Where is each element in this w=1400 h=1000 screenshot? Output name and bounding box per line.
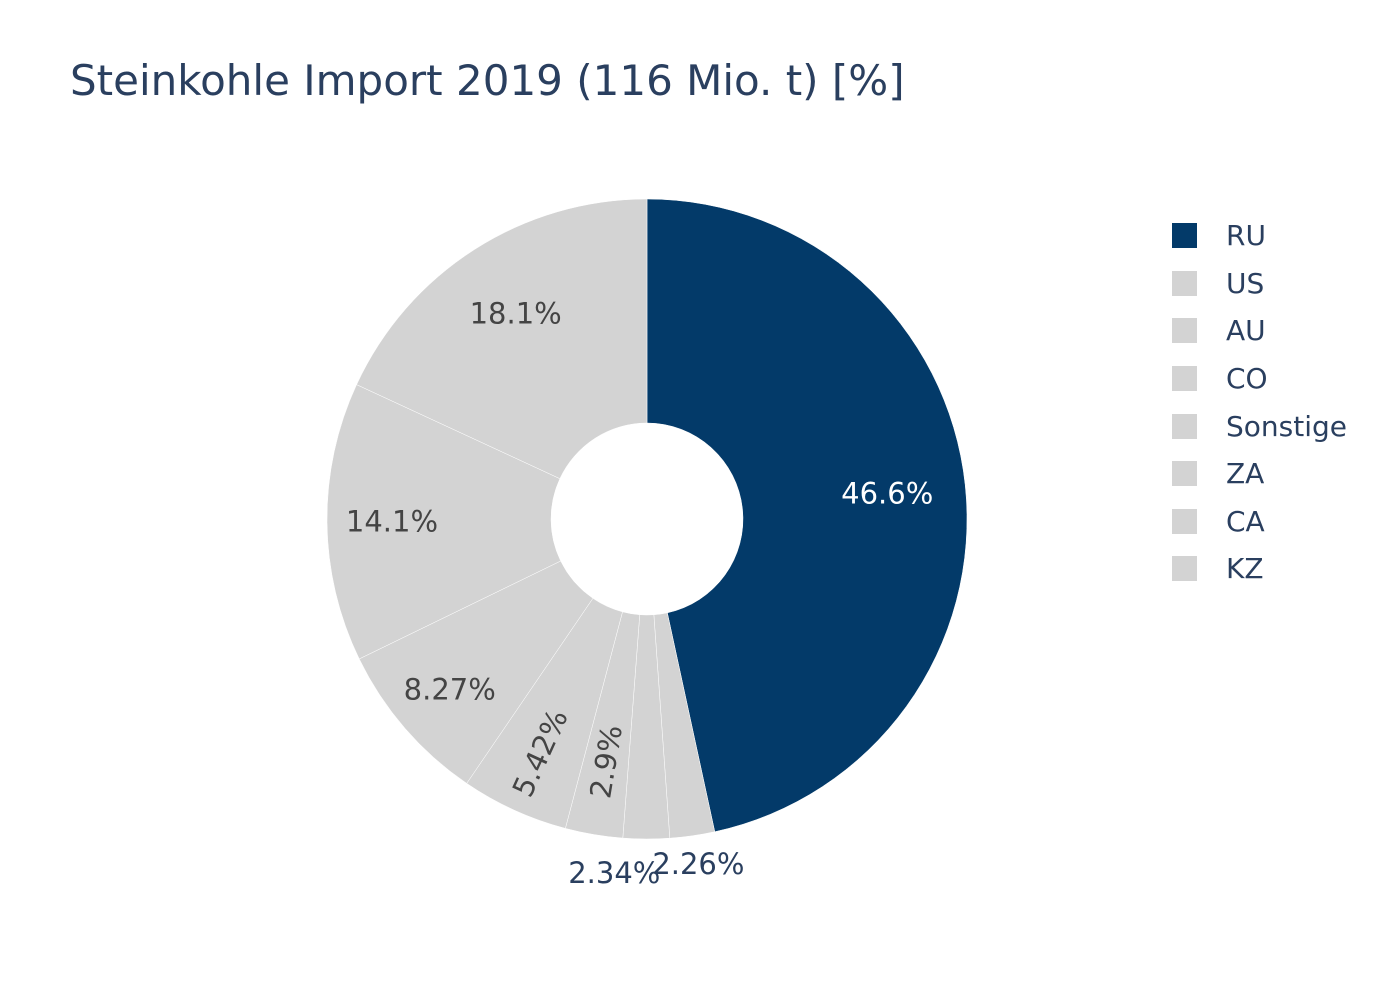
legend-swatch: [1172, 223, 1197, 249]
legend-swatch: [1172, 461, 1197, 487]
legend-label: KZ: [1226, 552, 1264, 586]
legend-swatch: [1172, 556, 1197, 582]
legend-item-co[interactable]: CO: [1172, 355, 1347, 403]
legend-swatch: [1172, 366, 1197, 392]
slice-co[interactable]: [358, 560, 594, 784]
legend: RU US AU CO Sonstige ZA CA KZ: [1172, 212, 1347, 593]
slice-label-ca: 2.34%: [568, 856, 660, 890]
slice-label-co: 8.27%: [404, 672, 496, 706]
legend-item-kz[interactable]: KZ: [1172, 545, 1347, 593]
legend-swatch: [1172, 318, 1197, 344]
slice-us[interactable]: [356, 198, 648, 480]
legend-label: US: [1226, 266, 1265, 300]
legend-swatch: [1172, 413, 1197, 439]
slice-ru[interactable]: [646, 198, 968, 833]
legend-item-us[interactable]: US: [1172, 260, 1347, 308]
slice-label-us: 18.1%: [470, 297, 562, 331]
slice-label-ru: 46.6%: [841, 476, 933, 510]
legend-item-ru[interactable]: RU: [1172, 212, 1347, 260]
legend-label: Sonstige: [1226, 409, 1347, 443]
legend-swatch: [1172, 508, 1197, 534]
legend-item-za[interactable]: ZA: [1172, 450, 1347, 498]
legend-label: ZA: [1226, 457, 1265, 491]
legend-label: RU: [1226, 219, 1266, 253]
legend-label: CA: [1226, 504, 1265, 538]
legend-item-ca[interactable]: CA: [1172, 498, 1347, 546]
legend-label: AU: [1226, 314, 1266, 348]
slice-au[interactable]: [326, 384, 562, 660]
legend-swatch: [1172, 270, 1197, 296]
chart-title: Steinkohle Import 2019 (116 Mio. t) [%]: [70, 56, 905, 105]
legend-label: CO: [1226, 362, 1268, 396]
legend-item-sonstige[interactable]: Sonstige: [1172, 402, 1347, 450]
slice-label-au: 14.1%: [346, 504, 438, 538]
slice-label-kz: 2.26%: [652, 847, 744, 881]
legend-item-au[interactable]: AU: [1172, 307, 1347, 355]
